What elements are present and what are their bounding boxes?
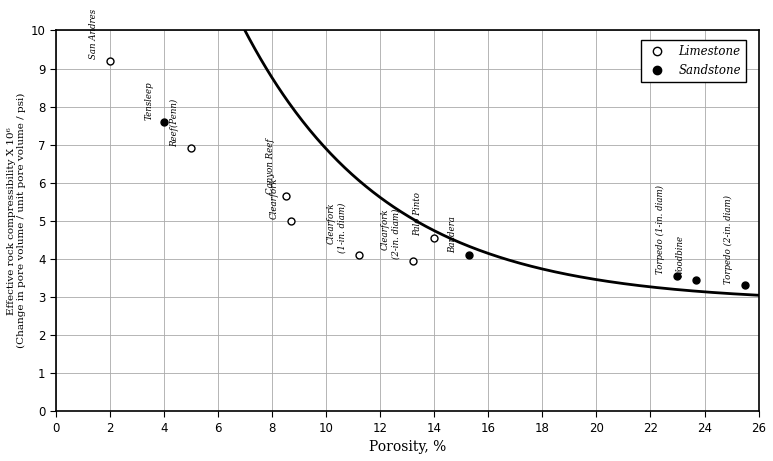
- Text: Palo Pinto: Palo Pinto: [413, 192, 422, 236]
- Text: Clearfork: Clearfork: [270, 177, 279, 219]
- Text: Clearfork
(2-in. diam): Clearfork (2-in. diam): [381, 208, 400, 259]
- Text: Bandera: Bandera: [448, 216, 458, 253]
- Text: Clearfork
(1-in. diam): Clearfork (1-in. diam): [327, 203, 346, 253]
- Text: Reef(Penn): Reef(Penn): [170, 98, 179, 147]
- Text: Torpedo (1-in. diam): Torpedo (1-in. diam): [656, 185, 666, 274]
- X-axis label: Porosity, %: Porosity, %: [369, 440, 446, 454]
- Text: Woodbine: Woodbine: [676, 235, 684, 278]
- Y-axis label: Effective rock compressibility X 10⁶
(Change in pore volume / unit pore volume /: Effective rock compressibility X 10⁶ (Ch…: [7, 93, 26, 349]
- Text: Tensleep: Tensleep: [145, 81, 153, 120]
- Legend: Limestone, Sandstone: Limestone, Sandstone: [641, 40, 746, 82]
- Text: Torpedo (2-in. diam): Torpedo (2-in. diam): [724, 195, 733, 284]
- Text: San Andres: San Andres: [89, 9, 98, 59]
- Text: Canyon Reef: Canyon Reef: [266, 138, 275, 194]
